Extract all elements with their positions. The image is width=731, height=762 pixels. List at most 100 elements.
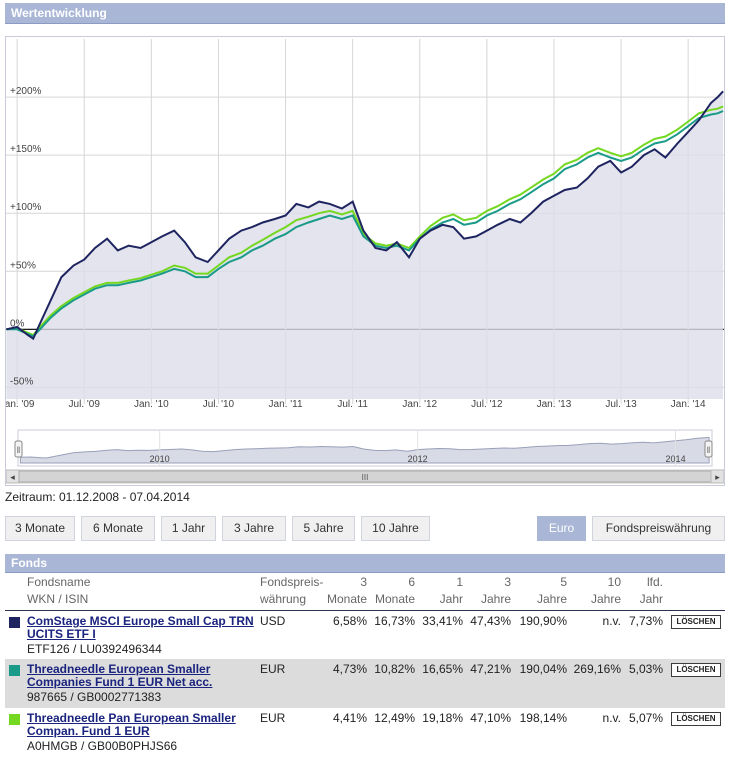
fund-color-swatch (9, 665, 20, 676)
wertentwicklung-header: Wertentwicklung (5, 3, 725, 24)
col-1y-2: Jahr (439, 592, 463, 606)
col-6m-2: Monate (374, 592, 415, 606)
fonds-header: Fonds (5, 554, 725, 573)
range-10-years-button[interactable]: 10 Jahre (361, 516, 430, 541)
chart-area (6, 91, 724, 400)
x-tick-label: Jul. '11 (337, 399, 368, 410)
fund-perf-10y: 269,16% (573, 662, 621, 676)
x-tick-label: Jul. '13 (605, 399, 637, 410)
fund-wkn-isin: A0HMGB / GB00B0PHJS66 (27, 739, 178, 753)
y-tick-label: +150% (10, 144, 42, 155)
navigator-year-labels: 2010 2012 2014 (150, 430, 686, 466)
fund-perf-6m: 16,73% (374, 614, 415, 628)
navigator-year-label: 2012 (408, 454, 428, 464)
currency-fund-button[interactable]: Fondspreiswährung (592, 516, 725, 541)
col-3y-1: 3 (504, 575, 511, 589)
fund-perf-3m: 4,41% (332, 711, 367, 725)
fund-perf-3y: 47,43% (470, 614, 511, 628)
fund-name-link-line2[interactable]: Companies Fund 1 EUR Net acc. (27, 675, 213, 689)
scroll-right-button[interactable] (710, 469, 724, 484)
x-tick-label: Jul. '09 (69, 399, 101, 410)
col-5y-1: 5 (560, 575, 567, 589)
col-3m-1: 3 (360, 575, 367, 589)
x-tick-label: Jul. '12 (471, 399, 503, 410)
fund-name-link[interactable]: Threadneedle Pan European Smaller (27, 711, 236, 725)
chart-lines (6, 90, 724, 341)
fund-perf-5y: 198,14% (519, 711, 567, 725)
fund-currency: USD (260, 614, 286, 628)
fund-perf-6m: 10,82% (374, 662, 415, 676)
chart-canvas[interactable]: +200% +150% +100% +50% 0% -50% Jan. '09 Jul. '… (6, 37, 724, 485)
x-tick-label: Jan. '12 (402, 399, 437, 410)
fund-currency: EUR (260, 711, 286, 725)
fonds-table-header: Fondsname WKN / ISIN Fondspreis- währung… (5, 573, 725, 611)
range-3-months-button[interactable]: 3 Monate (5, 516, 75, 541)
fund-color-swatch (9, 714, 20, 725)
col-1y-1: 1 (456, 575, 463, 589)
fund-name-link[interactable]: Threadneedle European Smaller (27, 662, 211, 676)
fonds-title: Fonds (11, 556, 47, 570)
x-tick-label: Jan. '09 (6, 399, 35, 410)
fund-perf-3m: 6,58% (332, 614, 367, 628)
x-tick-label: Jan. '11 (269, 399, 303, 410)
range-1-year-button[interactable]: 1 Jahr (161, 516, 216, 541)
series-area (6, 91, 724, 400)
delete-fund-button[interactable]: LÖSCHEN (671, 712, 721, 726)
y-tick-label: +200% (10, 86, 42, 97)
chart-x-ticks: Jan. '09 Jul. '09 Jan. '10 Jul. '10 Jan. '11… (6, 399, 706, 410)
col-5y-2: Jahre (536, 592, 567, 606)
range-5-years-button[interactable]: 5 Jahre (292, 516, 355, 541)
navigator-left-handle-grip: ‖ (17, 445, 21, 455)
navigator-right-handle[interactable] (704, 440, 713, 458)
fund-perf-10y: n.v. (602, 711, 621, 725)
range-3-years-button[interactable]: 3 Jahre (222, 516, 286, 541)
fund-perf-5y: 190,04% (519, 662, 567, 676)
col-lfd-1: lfd. (646, 575, 663, 589)
y-tick-label: -50% (10, 376, 33, 387)
fund-perf-ytd: 7,73% (628, 614, 663, 628)
fund-perf-5y: 190,90% (519, 614, 567, 628)
col-6m-1: 6 (408, 575, 415, 589)
range-6-months-button[interactable]: 6 Monate (81, 516, 155, 541)
fund-name-link[interactable]: ComStage MSCI Europe Small Cap TRN (27, 614, 254, 628)
col-10y-1: 10 (607, 575, 621, 589)
navigator-right-handle-grip: ‖ (707, 445, 711, 455)
wertentwicklung-title: Wertentwicklung (11, 6, 107, 20)
fund-perf-6m: 12,49% (374, 711, 415, 725)
fund-perf-1y: 19,18% (422, 711, 463, 725)
col-wkn-isin: WKN / ISIN (27, 592, 89, 606)
col-currency-2: währung (260, 592, 307, 606)
currency-euro-button[interactable]: Euro (537, 516, 586, 541)
date-range-label: Zeitraum: 01.12.2008 - 07.04.2014 (5, 490, 190, 504)
fund-row: ComStage MSCI Europe Small Cap TRN UCITS… (5, 611, 725, 659)
scroll-right-arrow-icon: ▸ (715, 472, 720, 482)
fund-wkn-isin: 987665 / GB0002771383 (27, 690, 162, 704)
series-line (6, 110, 724, 338)
col-fondsname: Fondsname (27, 575, 91, 589)
fund-wkn-isin: ETF126 / LU0392496344 (27, 642, 162, 656)
x-tick-label: Jan. '14 (671, 399, 706, 410)
chart-navigator[interactable]: 2010 2012 2014 ‖ ‖ ◂ III ▸ (6, 429, 724, 484)
col-10y-2: Jahre (590, 592, 621, 606)
series-line (6, 90, 724, 341)
delete-fund-button[interactable]: LÖSCHEN (671, 615, 721, 629)
fund-perf-ytd: 5,07% (628, 711, 663, 725)
navigator-left-handle[interactable] (14, 440, 23, 458)
delete-fund-button[interactable]: LÖSCHEN (671, 663, 721, 677)
fund-name-link-line2[interactable]: Compan. Fund 1 EUR (27, 724, 150, 738)
fund-row: Threadneedle Pan European Smaller Compan… (5, 708, 725, 758)
fund-perf-1y: 16,65% (422, 662, 463, 676)
chart-y-ticks: +200% +150% +100% +50% 0% -50% (10, 86, 42, 387)
navigator-year-label: 2014 (666, 454, 686, 464)
fund-color-swatch (9, 617, 20, 628)
performance-chart[interactable]: +200% +150% +100% +50% 0% -50% Jan. '09 Jul. '… (5, 36, 725, 486)
fund-row: Threadneedle European Smaller Companies … (5, 659, 725, 708)
series-line (6, 105, 724, 337)
x-tick-label: Jan. '10 (134, 399, 169, 410)
scroll-grip: III (362, 473, 369, 482)
fund-perf-1y: 33,41% (422, 614, 463, 628)
col-lfd-2: Jahr (639, 592, 663, 606)
fund-name-link-line2[interactable]: UCITS ETF I (27, 627, 96, 641)
fund-perf-3m: 4,73% (332, 662, 367, 676)
scroll-left-arrow-icon: ◂ (10, 472, 15, 482)
